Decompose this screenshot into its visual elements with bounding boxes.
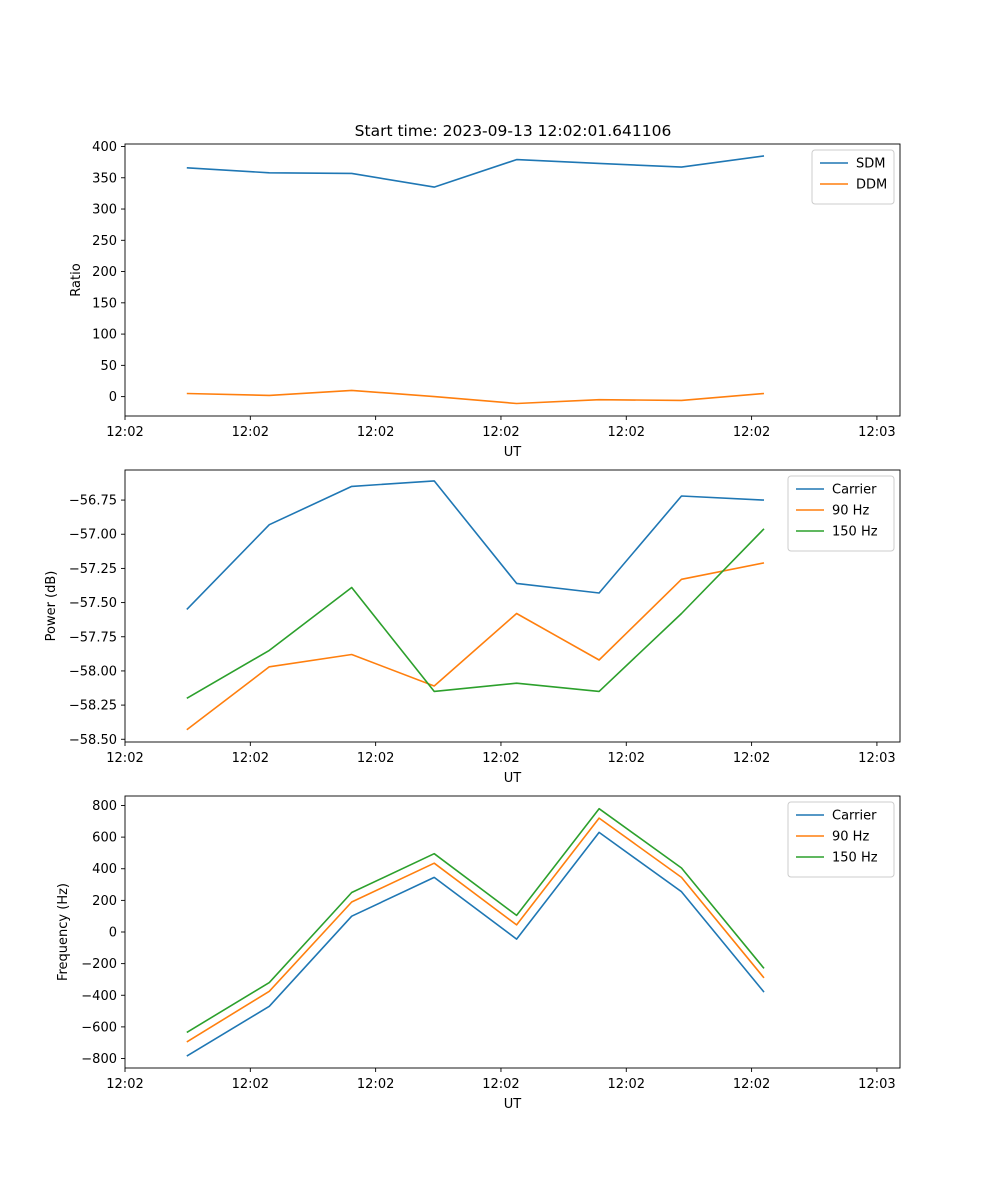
y-tick-label: 600 xyxy=(92,831,117,846)
chart-1: 0 50 100 150 200 250 300 350 400 12:02 12:02 12:02 1… xyxy=(69,140,901,460)
chart-2: −58.50 −58.25 −58.00 −57.75 −57.50 −57.25 −57.… xyxy=(44,469,901,786)
legend-box xyxy=(787,475,895,552)
x-tick-label: 12:02 xyxy=(733,425,770,440)
x-tick-label: 12:02 xyxy=(106,751,143,766)
legend-box xyxy=(787,801,895,878)
x-tick-label: 12:03 xyxy=(858,751,895,766)
series-line-90-hz xyxy=(186,562,765,731)
x-tick-label: 12:02 xyxy=(357,751,394,766)
legend-label: 90 Hz xyxy=(832,504,869,519)
legend-label: Carrier xyxy=(832,483,877,498)
x-axis-label: UT xyxy=(504,771,522,786)
y-tick-label: −800 xyxy=(81,1052,117,1067)
x-tick-label: 12:02 xyxy=(232,425,269,440)
y-tick-label: 100 xyxy=(92,328,117,343)
y-tick-label: 0 xyxy=(109,926,117,941)
chart-3: −800 −600 −400 −200 0 200 400 600 800 12:02 12:02 1… xyxy=(56,795,901,1112)
axes-frame xyxy=(124,469,901,743)
figure-title: Start time: 2023-09-13 12:02:01.641106 xyxy=(355,122,672,140)
y-tick-label: −56.75 xyxy=(69,494,117,509)
axes-frame xyxy=(124,795,901,1069)
legend-label: DDM xyxy=(856,178,887,193)
y-tick-label: 50 xyxy=(100,359,117,374)
y-tick-label: 400 xyxy=(92,140,117,155)
y-tick-label: −58.50 xyxy=(69,733,117,748)
x-tick-label: 12:02 xyxy=(232,751,269,766)
y-tick-label: −57.75 xyxy=(69,630,117,645)
x-tick-label: 12:02 xyxy=(482,751,519,766)
axes-frame xyxy=(124,143,901,417)
y-tick-label: 200 xyxy=(92,265,117,280)
y-tick-label: 0 xyxy=(109,390,117,405)
series-line-sdm xyxy=(186,155,765,188)
y-tick-label: −57.00 xyxy=(69,528,117,543)
y-tick-label: −57.25 xyxy=(69,562,117,577)
x-tick-label: 12:02 xyxy=(232,1077,269,1092)
legend: SDM DDM xyxy=(811,149,895,205)
y-axis-label: Ratio xyxy=(69,263,84,296)
x-tick-label: 12:02 xyxy=(106,425,143,440)
y-tick-label: −600 xyxy=(81,1020,117,1035)
legend: Carrier 90 Hz 150 Hz xyxy=(787,801,895,878)
x-tick-label: 12:02 xyxy=(482,1077,519,1092)
legend-label: Carrier xyxy=(832,809,877,824)
x-tick-label: 12:02 xyxy=(733,751,770,766)
x-tick-label: 12:03 xyxy=(858,425,895,440)
legend-label: 150 Hz xyxy=(832,851,878,866)
y-tick-label: 400 xyxy=(92,862,117,877)
y-tick-label: 800 xyxy=(92,799,117,814)
series-line-carrier xyxy=(186,831,765,1057)
y-tick-label: 150 xyxy=(92,296,117,311)
x-tick-label: 12:02 xyxy=(106,1077,143,1092)
series-line-150-hz xyxy=(186,807,765,1034)
series-line-90-hz xyxy=(186,817,765,1043)
legend-label: SDM xyxy=(856,157,885,172)
y-axis-label: Power (dB) xyxy=(44,571,59,642)
y-tick-label: −200 xyxy=(81,957,117,972)
y-tick-label: 300 xyxy=(92,203,117,218)
x-tick-label: 12:02 xyxy=(733,1077,770,1092)
y-tick-label: 200 xyxy=(92,894,117,909)
y-tick-label: −58.25 xyxy=(69,699,117,714)
x-tick-label: 12:02 xyxy=(482,425,519,440)
x-tick-label: 12:02 xyxy=(357,1077,394,1092)
x-tick-label: 12:02 xyxy=(357,425,394,440)
series-line-150-hz xyxy=(186,528,765,699)
y-tick-label: 250 xyxy=(92,234,117,249)
y-tick-label: 350 xyxy=(92,171,117,186)
x-tick-label: 12:02 xyxy=(608,751,645,766)
x-tick-label: 12:02 xyxy=(608,1077,645,1092)
x-tick-label: 12:02 xyxy=(608,425,645,440)
x-axis-label: UT xyxy=(504,445,522,460)
legend-label: 150 Hz xyxy=(832,525,878,540)
y-tick-label: −58.00 xyxy=(69,664,117,679)
x-axis-label: UT xyxy=(504,1097,522,1112)
legend: Carrier 90 Hz 150 Hz xyxy=(787,475,895,552)
legend-label: 90 Hz xyxy=(832,830,869,845)
x-tick-label: 12:03 xyxy=(858,1077,895,1092)
series-line-carrier xyxy=(186,480,765,610)
series-line-ddm xyxy=(186,389,765,405)
y-tick-label: −57.50 xyxy=(69,596,117,611)
y-tick-label: −400 xyxy=(81,989,117,1004)
y-axis-label: Frequency (Hz) xyxy=(56,883,71,981)
